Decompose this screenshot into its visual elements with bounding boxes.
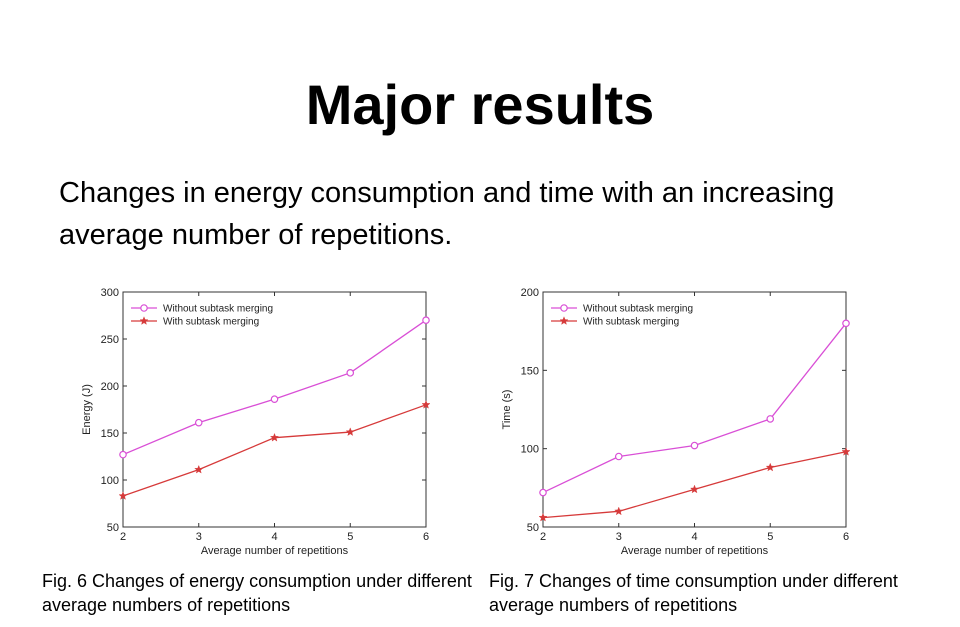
chart2-series-2-point (765, 462, 775, 472)
chart1-legend-label-1: Without subtask merging (163, 304, 273, 315)
chart1-legend-label-2: With subtask merging (163, 317, 259, 328)
chart2-series-1-point (690, 441, 699, 450)
chart1-series-2-point (269, 432, 280, 442)
chart2-series-2-point (538, 512, 548, 522)
chart2-y-tick-label: 50 (527, 522, 539, 534)
chart2-y-tick-label: 200 (521, 287, 539, 299)
chart2-legend-label-2: With subtask merging (583, 317, 679, 328)
chart2-x-tick-label: 3 (616, 531, 622, 543)
figure-6-caption: Fig. 6 Changes of energy consumption und… (42, 571, 472, 615)
chart2-series-1-point (614, 452, 623, 461)
chart1-x-tick-label: 5 (347, 531, 353, 543)
chart2-legend-marker-2 (559, 316, 569, 325)
figure-7-caption: Fig. 7 Changes of time consumption under… (489, 571, 898, 615)
chart2-series-1-point (842, 319, 850, 328)
chart1-y-tick-label: 100 (101, 475, 119, 487)
chart2-y-axis-label: Time (s) (501, 390, 513, 430)
chart1-series-1-point (346, 369, 355, 377)
chart1-series-1-point (194, 418, 203, 427)
slide-subtitle: Changes in energy consumption and time w… (59, 177, 835, 251)
chart2-x-tick-label: 2 (540, 531, 546, 543)
chart2-y-tick-label: 100 (521, 444, 539, 456)
chart1-series-2-point (421, 400, 431, 409)
chart1-series-2-point (345, 427, 355, 436)
chart1-x-tick-label: 3 (196, 531, 202, 543)
time-chart: 2 3 4 5 6 50 100 150 200 Average number of repeti… (501, 287, 851, 557)
chart2-x-tick-label: 5 (767, 531, 773, 543)
chart2-series-2-point (689, 484, 700, 494)
chart1-y-tick-label: 50 (107, 522, 119, 534)
chart2-legend-label-1: Without subtask merging (583, 304, 693, 315)
chart1-legend-marker-1 (140, 304, 148, 312)
chart2-x-tick-label: 6 (843, 531, 849, 543)
chart1-x-tick-label: 6 (423, 531, 429, 543)
chart1-x-axis-label: Average number of repetitions (201, 545, 349, 557)
slide-title: Major results (305, 73, 655, 136)
chart1-y-axis-label: Energy (J) (81, 384, 93, 435)
chart2-series-2-point (614, 506, 624, 516)
chart2-series-1-point (766, 415, 775, 423)
chart2-x-axis-label: Average number of repetitions (621, 545, 769, 557)
chart2-series-1-point (539, 488, 547, 497)
chart1-y-tick-label: 250 (101, 334, 119, 346)
chart1-series-1-point (270, 395, 279, 403)
chart1-y-tick-label: 300 (101, 287, 119, 299)
chart1-y-tick-label: 200 (101, 381, 119, 393)
chart2-y-tick-label: 150 (521, 365, 539, 377)
chart1-series-1-point (422, 316, 430, 325)
chart1-legend-marker-2 (139, 316, 149, 325)
chart1-y-tick-label: 150 (101, 428, 119, 440)
chart2-legend-marker-1 (560, 304, 568, 312)
chart2-series-2-point (841, 447, 851, 456)
chart1-series-2-point (194, 464, 204, 474)
chart1-plot-frame (122, 291, 427, 528)
energy-chart: 2 3 4 5 6 50 100 150 200 250 300 Average number of … (81, 287, 431, 557)
chart1-series-1-point (119, 450, 127, 459)
chart1-x-tick-label: 4 (271, 531, 277, 543)
chart2-x-tick-label: 4 (691, 531, 697, 543)
chart1-x-tick-label: 2 (120, 531, 126, 543)
chart1-series-2-point (118, 491, 128, 500)
